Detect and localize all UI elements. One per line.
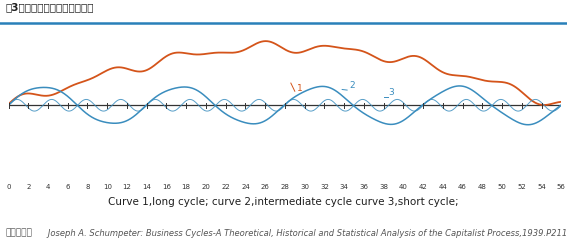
Text: 2: 2 <box>349 81 355 90</box>
Text: 资料来源：: 资料来源： <box>6 228 32 237</box>
Text: 1: 1 <box>297 84 303 93</box>
Text: Joseph A. Schumpeter: Business Cycles-A Theoretical, Historical and Statistical : Joseph A. Schumpeter: Business Cycles-A … <box>40 228 567 237</box>
Text: 图3：熊彼特三周期嵌套的原型: 图3：熊彼特三周期嵌套的原型 <box>6 2 94 12</box>
Text: 3: 3 <box>388 88 394 97</box>
Text: Curve 1,long cycle; curve 2,intermediate cycle curve 3,short cycle;: Curve 1,long cycle; curve 2,intermediate… <box>108 196 459 206</box>
